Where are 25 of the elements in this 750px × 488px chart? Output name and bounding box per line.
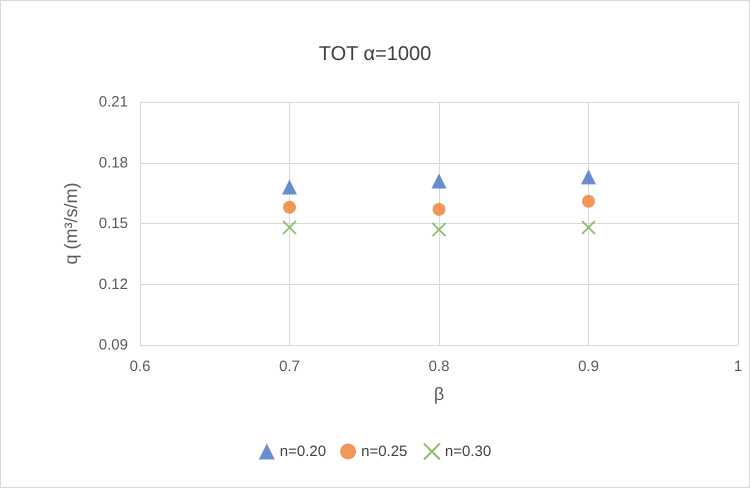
point — [432, 222, 446, 237]
point — [282, 180, 297, 195]
x-axis-title: β — [434, 384, 444, 404]
point — [581, 169, 596, 184]
legend-label: n=0.30 — [444, 443, 492, 460]
y-tick-label: 0.21 — [98, 94, 128, 110]
legend-label: n=0.25 — [361, 443, 408, 460]
point — [581, 220, 596, 235]
y-tick-label: 0.12 — [98, 276, 128, 293]
x-tick-label: 0.6 — [130, 358, 150, 375]
point — [432, 202, 446, 216]
legend-label: n=0.20 — [280, 443, 326, 460]
y-tick-label: 0.09 — [98, 336, 128, 354]
y-axis-title: q (m³/s/m) — [61, 182, 81, 264]
y-tick-label: 0.18 — [98, 154, 128, 172]
point — [282, 220, 297, 235]
x-tick-label: 0.9 — [578, 358, 599, 375]
x-tick-label: 0.7 — [279, 358, 300, 375]
chart-title: TOT α=1000 — [318, 43, 432, 65]
x-tick-label: 1 — [734, 358, 742, 375]
point — [582, 194, 595, 208]
point — [432, 173, 446, 188]
point — [283, 200, 296, 214]
x-tick-label: 0.8 — [428, 358, 450, 375]
y-tick-label: 0.15 — [98, 215, 128, 232]
